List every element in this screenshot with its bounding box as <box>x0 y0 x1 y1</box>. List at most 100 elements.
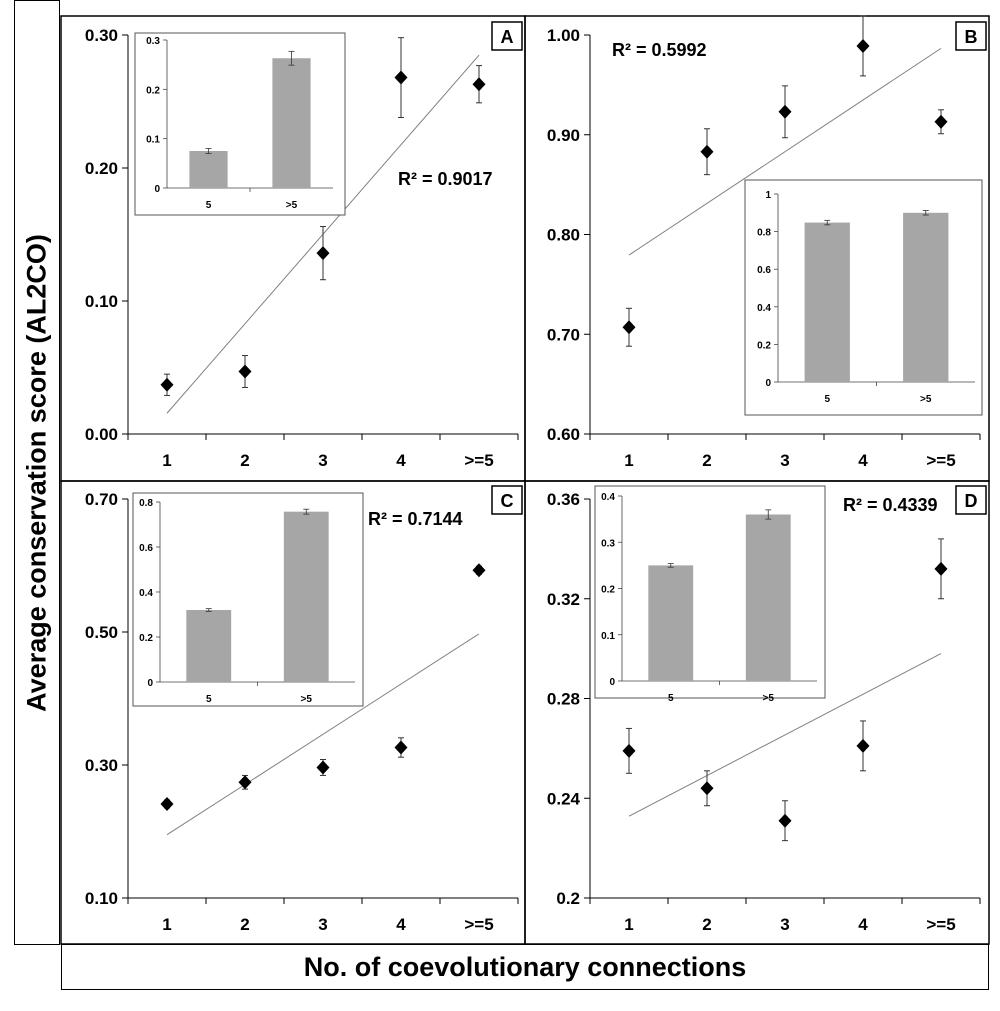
inset-y-tick-label: 0.2 <box>757 340 771 351</box>
inset-y-tick-label: 0.2 <box>601 585 615 596</box>
trendline <box>166 633 480 836</box>
inset-y-tick-label: 0.1 <box>601 631 615 642</box>
panel-letter-box <box>491 21 523 51</box>
x-tick-label: 1 <box>624 451 633 470</box>
inset-y-tick-label: 0.6 <box>757 265 771 276</box>
inset-bar-chart: 0 0.1 0.2 0.3 0.4 5 >5 <box>594 485 826 704</box>
y-tick-label: 0.32 <box>547 590 580 609</box>
data-point-diamond <box>316 760 330 775</box>
inset-y-tick-label: 0 <box>154 184 160 195</box>
inset-x-tick-label: 5 <box>668 693 674 704</box>
x-tick-label: 1 <box>162 915 171 934</box>
x-tick-label: 3 <box>780 451 789 470</box>
x-tick-label: 3 <box>318 451 327 470</box>
y-tick-label: 0.24 <box>547 789 581 808</box>
y-tick-label: 0.50 <box>85 623 118 642</box>
x-tick-label: 1 <box>624 915 633 934</box>
inset-bar-chart: 0 0.2 0.4 0.6 0.8 1 5 >5 <box>744 179 983 416</box>
inset-x-tick-label: >5 <box>920 394 932 405</box>
data-point-diamond <box>700 144 714 159</box>
data-point-diamond <box>394 740 408 755</box>
inset-bar <box>745 514 791 681</box>
inset-x-tick-label: 5 <box>206 200 212 211</box>
panel-letter: B <box>965 27 978 47</box>
r-squared-label: R² = 0.5992 <box>612 40 707 60</box>
data-point-diamond <box>622 320 636 335</box>
inset-bar <box>186 610 232 682</box>
x-tick-label: 4 <box>858 915 868 934</box>
inset-bar <box>272 58 311 189</box>
r-squared-label: R² = 0.4339 <box>843 495 938 515</box>
r-squared-label: R² = 0.7144 <box>368 509 463 529</box>
inset-bar-chart: 0 0.2 0.4 0.6 0.8 5 >5 <box>132 492 364 707</box>
data-point-diamond <box>700 781 714 796</box>
x-tick-label: 2 <box>702 915 711 934</box>
inset-bar-chart: 0 0.1 0.2 0.3 5 >5 <box>134 32 346 216</box>
y-tick-label: 0.60 <box>547 425 580 444</box>
data-point-diamond <box>778 104 792 119</box>
inset-x-tick-label: >5 <box>301 694 313 705</box>
data-point-diamond <box>934 114 948 129</box>
x-tick-label: >=5 <box>464 915 493 934</box>
inset-y-tick-label: 0.4 <box>757 303 771 314</box>
panel-letter: C <box>501 491 514 511</box>
inset-y-tick-label: 0.2 <box>146 85 160 96</box>
trendline <box>628 653 942 817</box>
data-point-diamond <box>316 246 330 261</box>
panel-letter-box <box>955 485 987 515</box>
inset-y-tick-label: 0 <box>147 678 153 689</box>
inset-bar <box>804 222 850 382</box>
data-point-diamond <box>778 813 792 828</box>
inset-y-tick-label: 0.4 <box>601 492 615 503</box>
data-point-diamond <box>622 743 636 758</box>
inset-y-tick-label: 0.8 <box>757 228 771 239</box>
inset-y-tick-label: 0.2 <box>139 633 153 644</box>
x-tick-label: 4 <box>396 451 406 470</box>
panel-letter: A <box>501 27 514 47</box>
x-tick-label: >=5 <box>926 915 955 934</box>
inset-y-tick-label: 0.8 <box>139 498 153 509</box>
y-tick-label: 0.70 <box>547 325 580 344</box>
data-point-diamond <box>238 775 252 790</box>
trendline <box>628 47 942 256</box>
x-tick-label: 4 <box>396 915 406 934</box>
y-tick-label: 1.00 <box>547 26 580 45</box>
data-point-diamond <box>160 796 174 811</box>
inset-x-tick-label: >5 <box>286 200 298 211</box>
data-point-diamond <box>472 563 486 578</box>
inset-y-tick-label: 0.3 <box>601 538 615 549</box>
x-tick-label: 2 <box>240 451 249 470</box>
y-tick-label: 0.80 <box>547 226 580 245</box>
data-point-diamond <box>856 738 870 753</box>
x-axis-title-box: No. of coevolutionary connections <box>61 944 989 990</box>
inset-y-tick-label: 0 <box>609 677 615 688</box>
panel-letter-box <box>491 485 523 515</box>
x-axis-title: No. of coevolutionary connections <box>303 951 747 982</box>
data-point-diamond <box>934 561 948 576</box>
panel-a: 0.000.100.200.301 2 3 4 >=5R² = 0.9017A00.10… <box>60 15 526 482</box>
inset-y-tick-label: 0 <box>765 378 771 389</box>
panel-d: 0.20.240.280.320.361 2 3 4 >=5R² = 0.4339 D00… <box>524 480 990 945</box>
y-tick-label: 0.10 <box>85 292 118 311</box>
y-tick-label: 0.30 <box>85 756 118 775</box>
panel-letter-box <box>955 21 987 51</box>
inset-y-tick-label: 0.4 <box>139 588 153 599</box>
y-tick-label: 0.28 <box>547 690 580 709</box>
y-tick-label: 0.00 <box>85 425 118 444</box>
y-tick-label: 0.30 <box>85 26 118 45</box>
x-tick-label: 3 <box>318 915 327 934</box>
inset-y-tick-label: 1 <box>765 190 771 201</box>
inset-bar <box>903 212 949 382</box>
inset-bar <box>283 511 329 682</box>
panel-letter: D <box>965 491 978 511</box>
data-point-diamond <box>472 77 486 92</box>
data-point-diamond <box>238 364 252 379</box>
panel-b: 0.600.700.800.901.001 2 3 4 >=5R² = 0.5992B0… <box>524 15 990 482</box>
y-axis-title-box: Average conservation score (AL2CO) <box>14 0 60 945</box>
inset-x-tick-label: 5 <box>824 394 830 405</box>
x-tick-label: 4 <box>858 451 868 470</box>
x-tick-label: 3 <box>780 915 789 934</box>
x-tick-label: 2 <box>702 451 711 470</box>
data-point-diamond <box>394 70 408 85</box>
